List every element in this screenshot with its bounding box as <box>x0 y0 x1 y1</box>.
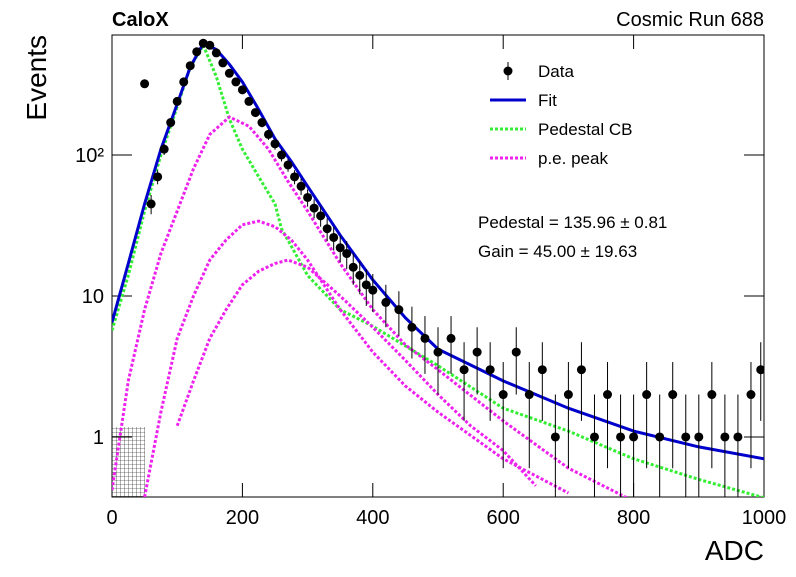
data-point <box>244 96 254 106</box>
data-point <box>524 390 534 400</box>
y-axis-label: Events <box>21 35 52 121</box>
data-point <box>537 365 547 375</box>
data-point <box>277 150 287 160</box>
x-tick-label: 200 <box>226 507 259 529</box>
data-point <box>140 79 150 89</box>
data-point <box>335 243 345 253</box>
data-point <box>707 390 717 400</box>
x-tick-label: 400 <box>356 507 389 529</box>
data-point <box>394 305 404 315</box>
legend-label: Data <box>538 62 574 81</box>
data-point <box>231 77 241 87</box>
data-point <box>746 390 756 400</box>
data-point <box>179 77 189 87</box>
annotation: Gain = 45.00 ± 19.63 <box>478 242 637 261</box>
data-point <box>316 211 326 221</box>
data-point <box>250 108 260 118</box>
data-point <box>263 129 273 139</box>
data-point <box>381 297 391 307</box>
data-point <box>257 118 267 128</box>
data-point <box>185 61 195 71</box>
x-tick-label: 1000 <box>742 507 787 529</box>
data-point <box>589 432 599 442</box>
data-point <box>153 172 163 182</box>
data-point <box>511 347 521 357</box>
data-point <box>603 390 613 400</box>
y-tick-label: 10 <box>82 286 104 308</box>
data-point <box>433 347 443 357</box>
data-point <box>303 192 313 202</box>
plot-area <box>112 38 764 497</box>
data-point <box>296 181 306 191</box>
legend-swatch <box>503 66 513 76</box>
data-point <box>642 390 652 400</box>
data-point <box>172 96 182 106</box>
data-point <box>192 47 202 57</box>
data-point <box>237 85 247 95</box>
data-point <box>166 118 176 128</box>
data-point <box>733 432 743 442</box>
data-point <box>211 48 221 58</box>
data-point <box>348 262 358 272</box>
data-point <box>720 432 730 442</box>
data-point <box>616 432 626 442</box>
legend-label: p.e. peak <box>538 149 608 168</box>
x-tick-label: 0 <box>106 507 117 529</box>
data-point <box>681 432 691 442</box>
data-point <box>329 232 339 242</box>
data-point <box>146 199 156 209</box>
curve <box>143 219 570 497</box>
data-point <box>224 68 234 78</box>
x-axis-label: ADC <box>705 535 764 566</box>
legend-label: Pedestal CB <box>538 120 633 139</box>
chart-title: CaloX <box>112 9 169 31</box>
data-point <box>472 347 482 357</box>
data-point <box>355 270 365 280</box>
data-point <box>420 333 430 343</box>
data-point <box>368 285 378 295</box>
x-tick-label: 800 <box>617 507 650 529</box>
data-point <box>498 390 508 400</box>
data-point <box>283 160 293 170</box>
data-point <box>446 333 456 343</box>
y-tick-label: 10² <box>75 145 104 167</box>
data-point <box>270 139 280 149</box>
data-point <box>322 224 332 234</box>
data-point <box>459 365 469 375</box>
data-point <box>205 40 215 50</box>
data-point <box>159 144 169 154</box>
legend-label: Fit <box>538 91 557 110</box>
data-point <box>218 58 228 68</box>
data-point <box>309 203 319 213</box>
data-point <box>668 390 678 400</box>
data-point <box>407 322 417 332</box>
data-point <box>485 365 495 375</box>
data-point <box>629 432 639 442</box>
data-point <box>655 432 665 442</box>
data-point <box>756 365 764 375</box>
annotation: Pedestal = 135.96 ± 0.81 <box>478 213 667 232</box>
data-point <box>694 432 704 442</box>
plot-frame <box>111 34 765 498</box>
curve <box>112 115 629 497</box>
hatch-region <box>112 427 145 497</box>
data-point <box>576 365 586 375</box>
data-point <box>550 432 560 442</box>
data-point <box>563 390 573 400</box>
data-point <box>290 172 300 182</box>
y-tick-label: 1 <box>93 427 104 449</box>
data-point <box>361 280 371 290</box>
x-tick-label: 600 <box>487 507 520 529</box>
data-point <box>342 249 352 259</box>
chart-subtitle: Cosmic Run 688 <box>616 9 764 31</box>
